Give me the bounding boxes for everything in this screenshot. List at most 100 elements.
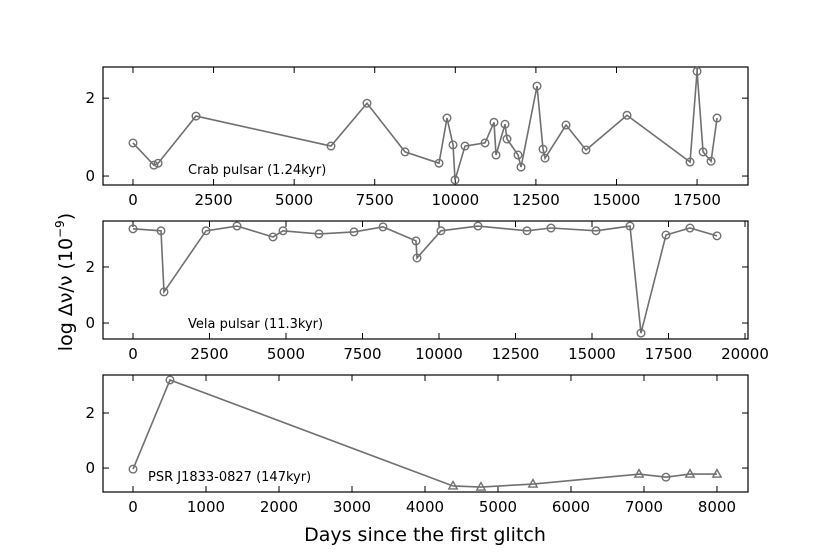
- marker-triangle: [684, 468, 696, 478]
- annotation: Crab pulsar (1.24kyr): [188, 163, 326, 178]
- marker-circle: [698, 147, 708, 157]
- marker-circle: [400, 147, 410, 157]
- marker-circle: [128, 138, 138, 148]
- marker-circle: [434, 158, 444, 168]
- marker-circle: [128, 464, 138, 474]
- marker-circle: [661, 472, 671, 482]
- plot-frame: [102, 66, 749, 186]
- marker-circle: [448, 140, 458, 150]
- marker-circle: [522, 226, 532, 236]
- marker-circle: [712, 113, 722, 123]
- y-axis-label: log Δν/ν (10−9): [53, 213, 77, 351]
- marker-circle: [661, 230, 671, 240]
- marker-circle: [706, 156, 716, 166]
- x-tick-label: 15000: [593, 191, 641, 209]
- x-tick-label: 17500: [645, 345, 693, 363]
- x-tick-label: 7500: [343, 345, 381, 363]
- marker-circle: [480, 138, 490, 148]
- marker-circle: [692, 66, 702, 76]
- x-tick-label: 20000: [721, 345, 769, 363]
- marker-circle: [540, 153, 550, 163]
- y-tick-label: 2: [85, 258, 95, 276]
- marker-circle: [436, 226, 446, 236]
- y-label-sup: −9: [53, 220, 67, 238]
- marker-triangle: [633, 468, 645, 478]
- x-tick-label: 2000: [260, 498, 298, 516]
- y-tick-label: 2: [85, 404, 95, 422]
- x-tick-label: 15000: [568, 345, 616, 363]
- marker-circle: [442, 113, 452, 123]
- x-tick-label: 5000: [479, 498, 517, 516]
- marker-circle: [128, 224, 138, 234]
- x-tick-label: 0: [128, 345, 138, 363]
- x-tick-label: 5000: [275, 191, 313, 209]
- marker-circle: [581, 145, 591, 155]
- y-tick-label: 0: [85, 459, 95, 477]
- marker-circle: [685, 223, 695, 233]
- plot-frame: [102, 374, 749, 493]
- marker-circle: [165, 375, 175, 385]
- marker-circle: [532, 81, 542, 91]
- y-label-base: log Δν/ν (10: [55, 238, 77, 351]
- marker-circle: [473, 221, 483, 231]
- annotation: PSR J1833-0827 (147kyr): [148, 470, 311, 485]
- marker-circle: [538, 144, 548, 154]
- marker-triangle: [475, 481, 487, 491]
- marker-circle: [450, 175, 460, 185]
- x-tick-label: 8000: [698, 498, 736, 516]
- x-axis-label: Days since the first glitch: [304, 524, 546, 546]
- x-tick-label: 7000: [625, 498, 663, 516]
- marker-circle: [378, 222, 388, 232]
- x-tick-label: 5000: [267, 345, 305, 363]
- y-tick-label: 0: [85, 314, 95, 332]
- marker-circle: [491, 150, 501, 160]
- marker-circle: [513, 150, 523, 160]
- marker-circle: [460, 141, 470, 151]
- marker-circle: [268, 232, 278, 242]
- marker-triangle: [711, 468, 723, 478]
- marker-circle: [191, 111, 201, 121]
- x-tick-label: 1000: [187, 498, 225, 516]
- marker-circle: [201, 226, 211, 236]
- marker-circle: [500, 119, 510, 129]
- data-line: [132, 225, 718, 334]
- marker-circle: [149, 160, 159, 170]
- marker-circle: [159, 287, 169, 297]
- marker-triangle: [527, 478, 539, 488]
- x-tick-label: 2500: [190, 345, 228, 363]
- marker-circle: [278, 226, 288, 236]
- marker-circle: [591, 226, 601, 236]
- plot-frame: [102, 220, 749, 340]
- x-tick-label: 12500: [512, 191, 560, 209]
- marker-circle: [546, 223, 556, 233]
- x-tick-label: 0: [128, 191, 138, 209]
- marker-circle: [516, 162, 526, 172]
- marker-circle: [412, 253, 422, 263]
- marker-circle: [489, 117, 499, 127]
- x-tick-label: 17500: [673, 191, 721, 209]
- marker-circle: [349, 227, 359, 237]
- marker-circle: [232, 221, 242, 231]
- marker-circle: [314, 229, 324, 239]
- x-tick-label: 3000: [333, 498, 371, 516]
- annotation: Vela pulsar (11.3kyr): [188, 317, 323, 332]
- marker-circle: [502, 134, 512, 144]
- y-tick-label: 2: [85, 89, 95, 107]
- x-tick-label: 2500: [194, 191, 232, 209]
- x-tick-label: 6000: [552, 498, 590, 516]
- x-tick-label: 0: [128, 498, 138, 516]
- y-label-tail: ): [55, 213, 77, 220]
- y-tick-label: 0: [85, 167, 95, 185]
- marker-circle: [362, 98, 372, 108]
- data-line: [132, 378, 717, 488]
- marker-circle: [712, 231, 722, 241]
- x-tick-label: 10000: [415, 345, 463, 363]
- marker-circle: [636, 328, 646, 338]
- x-tick-label: 7500: [356, 191, 394, 209]
- marker-circle: [561, 120, 571, 130]
- marker-circle: [625, 221, 635, 231]
- marker-circle: [326, 141, 336, 151]
- marker-circle: [622, 110, 632, 120]
